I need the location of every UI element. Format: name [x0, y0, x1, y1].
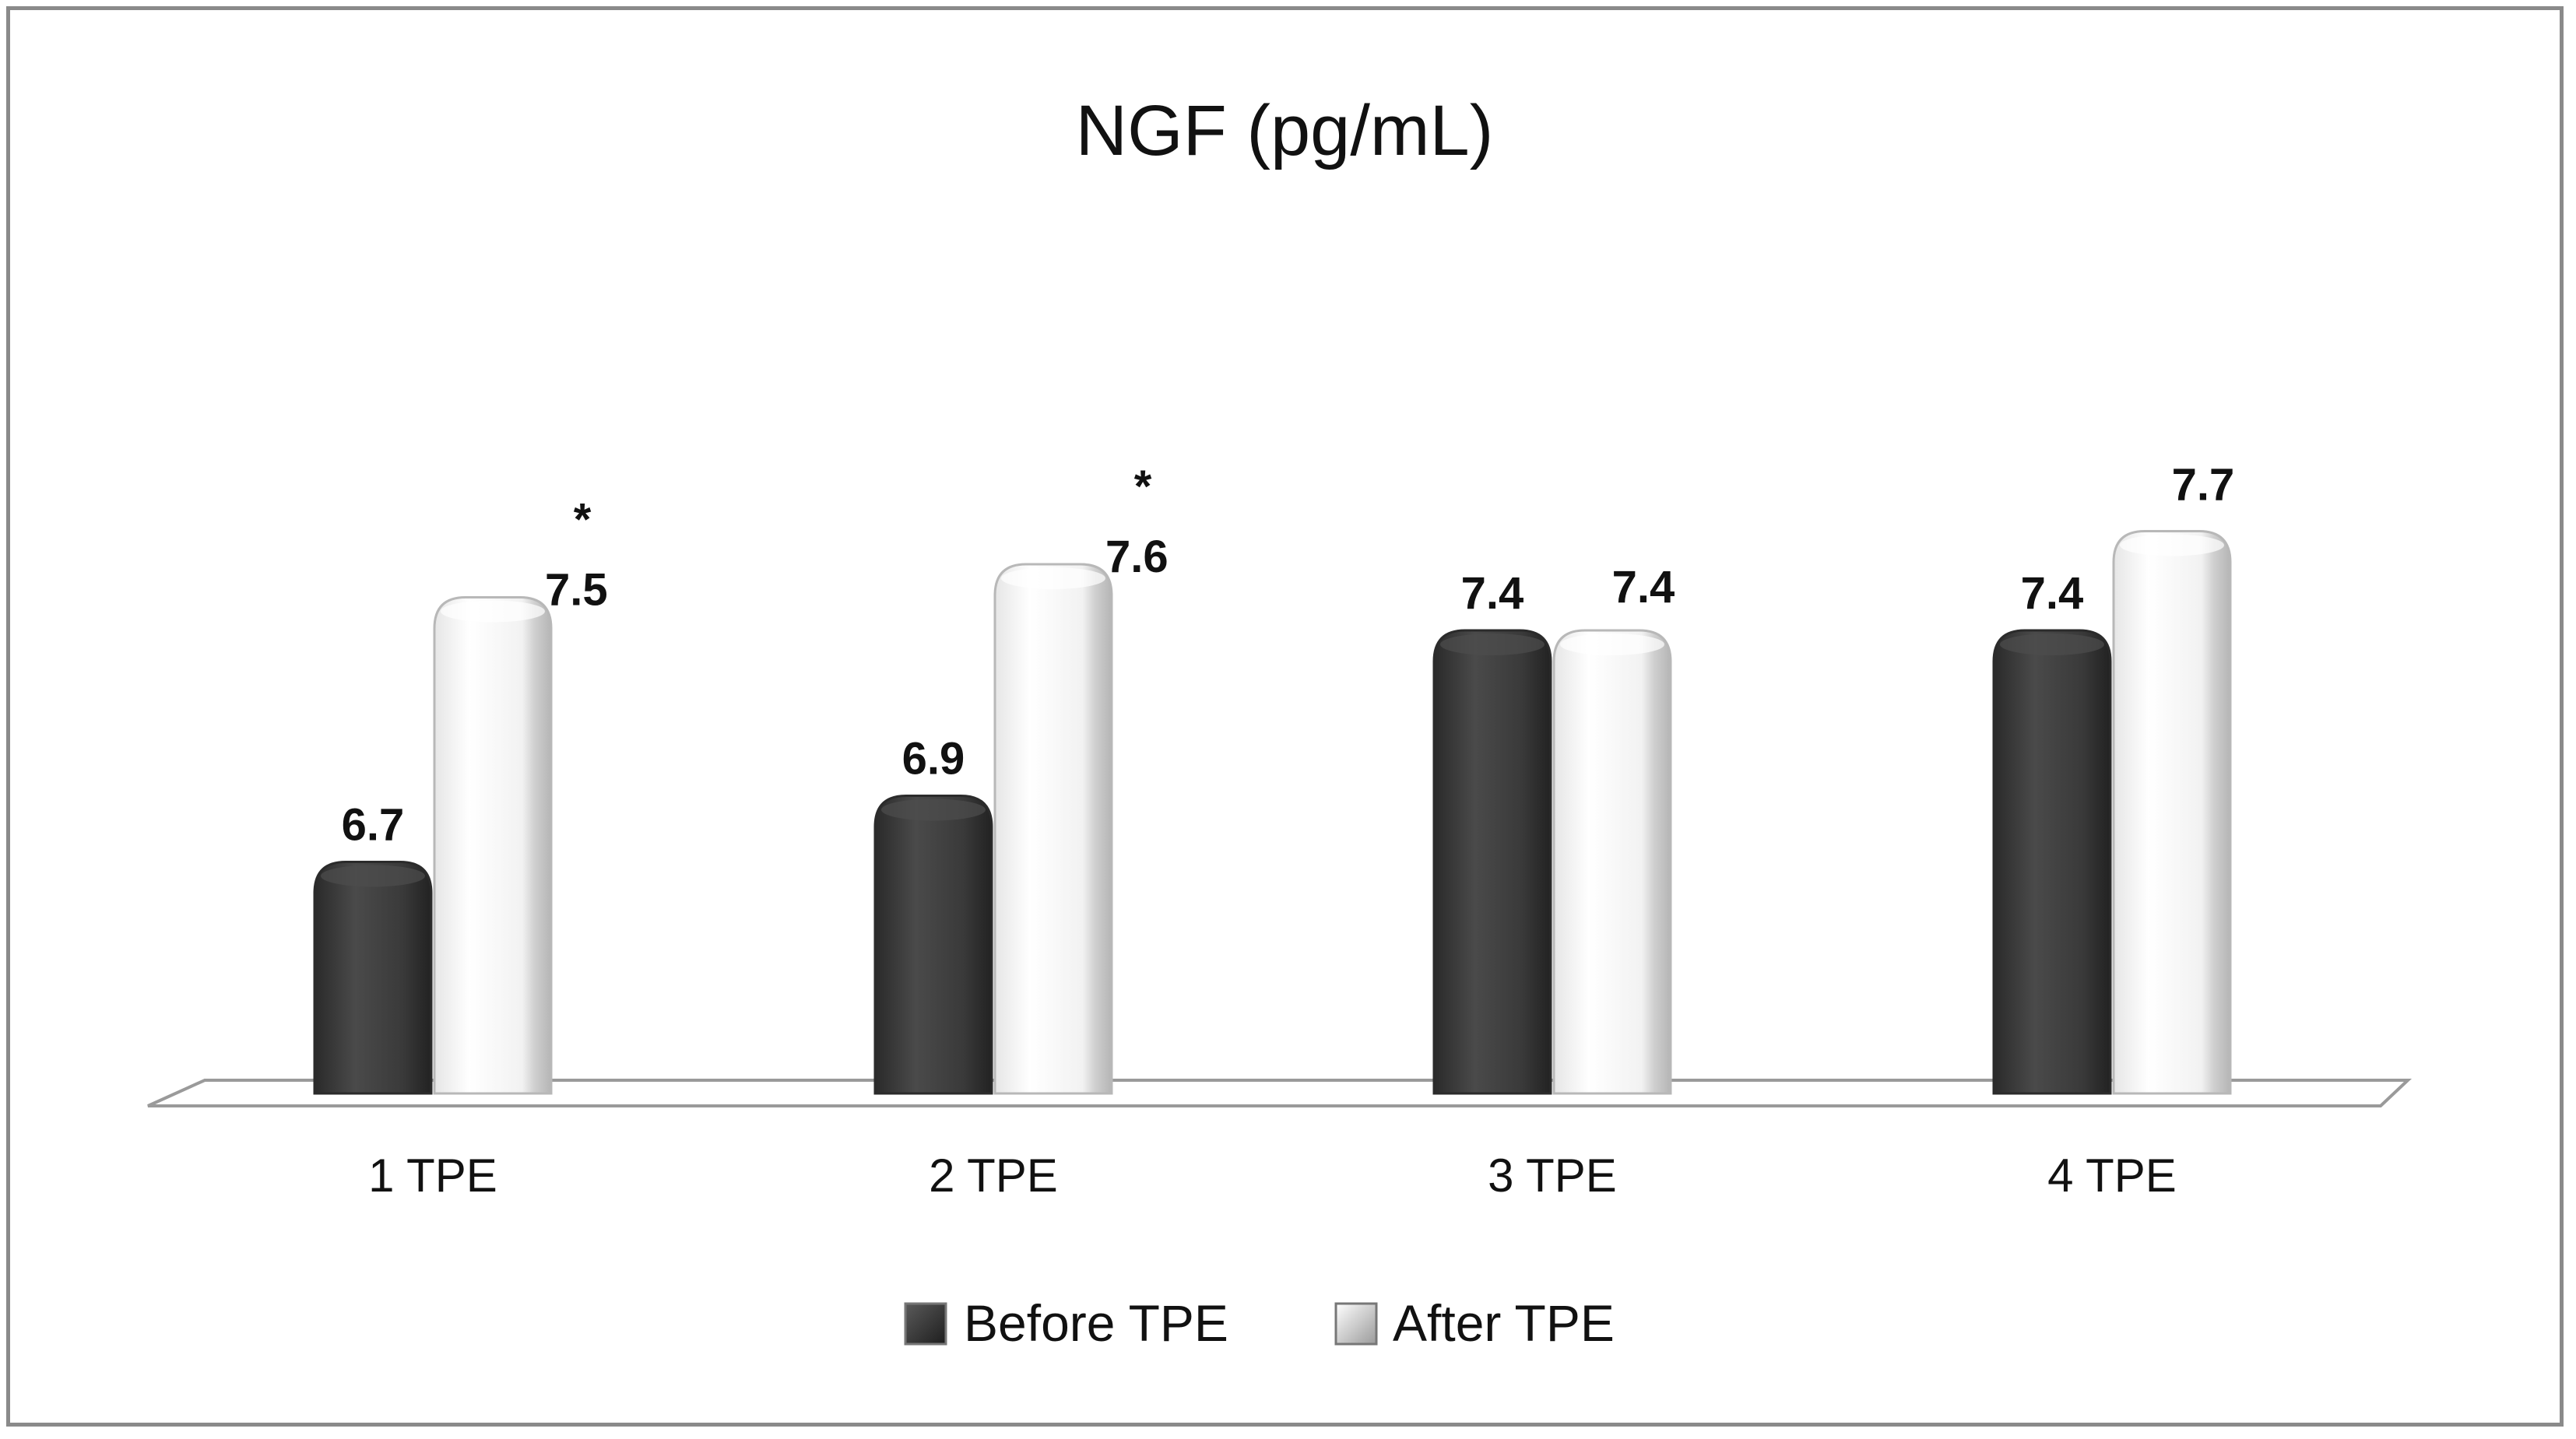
significance-marker-1: * — [574, 495, 592, 546]
value-label-after-1: 7.5 — [545, 565, 608, 616]
significance-marker-2: * — [1134, 462, 1152, 512]
bar-after-1 — [433, 596, 553, 1095]
bar-cap-before-2 — [881, 798, 986, 821]
chart-frame: NGF (pg/mL) 6.7 7.5 * 6.9 7.6 * 7.4 7.4 7.4 7.7 1… — [6, 6, 2564, 1427]
value-label-after-4: 7.7 — [2172, 460, 2235, 511]
category-labels-layer: 1 TPE 2 TPE 3 TPE 4 TPE — [368, 1149, 2177, 1202]
value-label-before-3: 7.4 — [1461, 568, 1524, 619]
value-label-after-3: 7.4 — [1612, 562, 1675, 612]
legend-label-before: Before TPE — [964, 1294, 1228, 1352]
chart-floor — [147, 1079, 2413, 1107]
bar-before-4 — [1992, 629, 2112, 1095]
chart-canvas: NGF (pg/mL) 6.7 7.5 * 6.9 7.6 * 7.4 7.4 7.4 7.7 1… — [147, 91, 2413, 1352]
bar-after-3 — [1552, 629, 1672, 1095]
bar-cap-before-1 — [321, 865, 425, 887]
bar-cap-before-3 — [1440, 634, 1545, 655]
legend: Before TPE After TPE — [904, 1294, 1615, 1352]
bar-after-2 — [993, 563, 1113, 1095]
bars-layer — [313, 530, 2232, 1095]
value-label-before-1: 6.7 — [342, 800, 405, 851]
bar-cap-after-1 — [441, 600, 545, 623]
category-label-4: 4 TPE — [2047, 1149, 2177, 1202]
value-labels-layer: 6.7 7.5 * 6.9 7.6 * 7.4 7.4 7.4 7.7 — [342, 460, 2235, 851]
category-label-2: 2 TPE — [929, 1149, 1058, 1202]
value-label-before-4: 7.4 — [2021, 568, 2084, 619]
value-label-before-2: 6.9 — [902, 734, 965, 784]
bar-before-2 — [873, 795, 993, 1095]
bar-cap-after-2 — [1001, 567, 1105, 589]
bar-before-3 — [1432, 629, 1552, 1095]
category-label-1: 1 TPE — [368, 1149, 497, 1202]
bar-after-4 — [2112, 530, 2232, 1095]
legend-swatch-before — [904, 1302, 947, 1346]
legend-label-after: After TPE — [1393, 1294, 1615, 1352]
bar-cap-before-4 — [2000, 634, 2104, 655]
legend-swatch-after — [1334, 1302, 1378, 1346]
bar-before-1 — [313, 861, 433, 1095]
chart-title: NGF (pg/mL) — [1076, 91, 1494, 170]
bar-cap-after-3 — [1560, 634, 1664, 655]
category-label-3: 3 TPE — [1488, 1149, 1617, 1202]
bar-cap-after-4 — [2120, 534, 2224, 556]
value-label-after-2: 7.6 — [1105, 532, 1169, 582]
